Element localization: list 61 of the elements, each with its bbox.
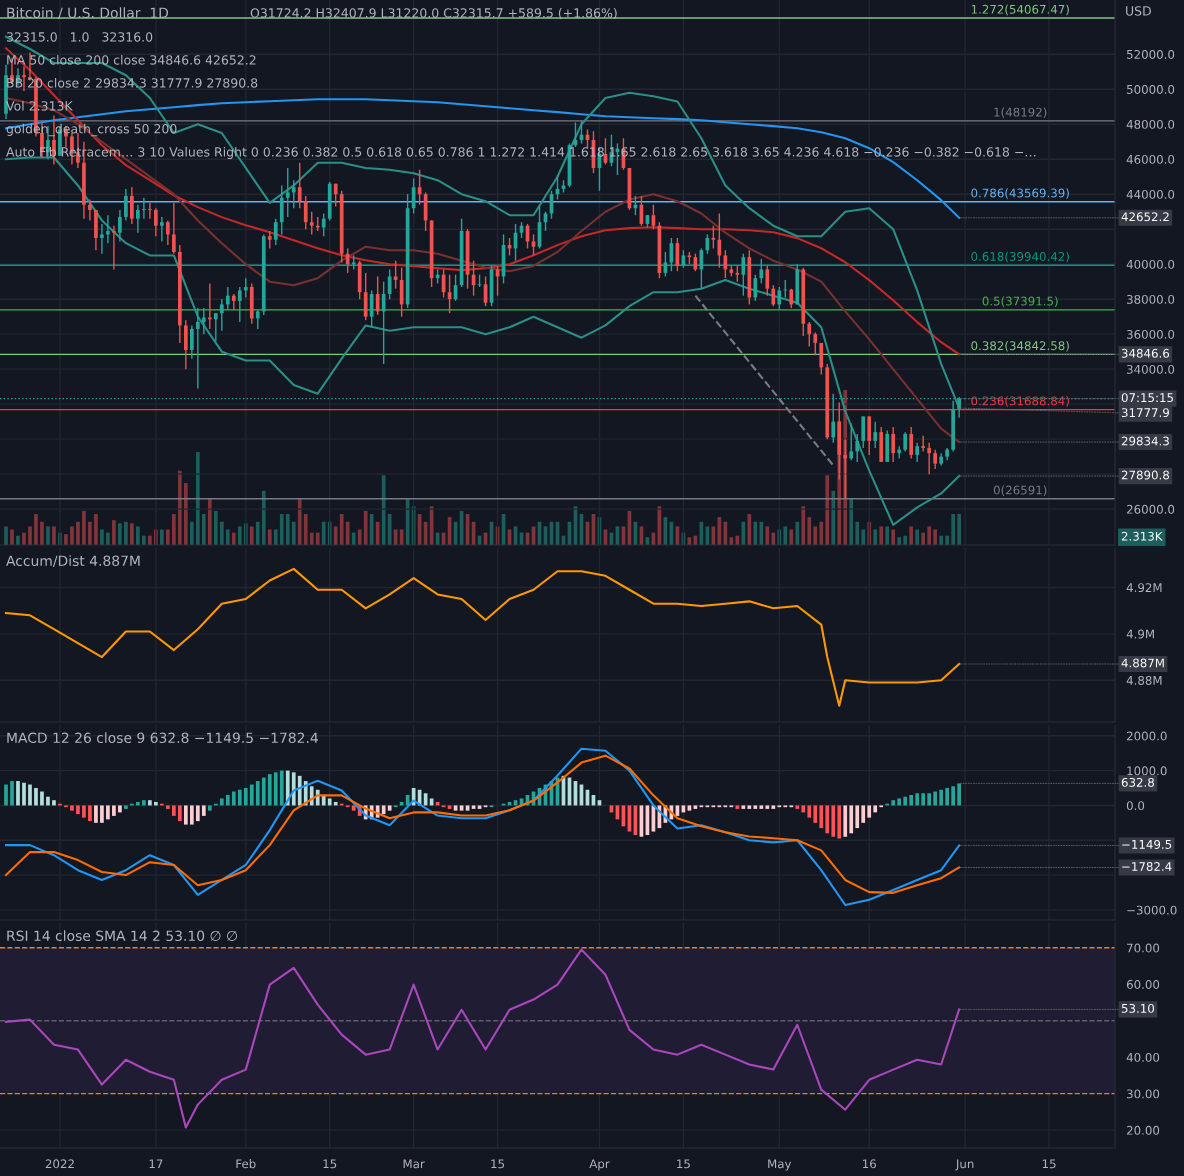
annotation: 53.10 xyxy=(1121,1003,1155,1013)
ref-line-label: 0.618(39940.42) xyxy=(971,251,1069,263)
x-tick-label: 16 xyxy=(863,1159,876,1169)
y-tick-label: 34000.0 xyxy=(1127,364,1175,374)
annotation: 34846.6 xyxy=(1121,348,1170,358)
y-tick-label: 4.92M xyxy=(1126,583,1162,593)
annotation: 29834.3 xyxy=(1121,436,1169,446)
annotation: 42652.2 xyxy=(1121,212,1169,222)
y-tick-label: −3000.0 xyxy=(1127,905,1177,915)
chart-title: Accum/Dist 4.887M xyxy=(6,555,140,568)
y-tick-label: 46000.0 xyxy=(1126,154,1175,164)
annotation: 07:15:15 xyxy=(1121,393,1173,403)
ref-line-label: 0.786(43569.39) xyxy=(971,188,1069,199)
y-tick-label: 48000.0 xyxy=(1126,119,1175,129)
x-tick-label: 17 xyxy=(149,1159,163,1169)
y-tick-label: 30.00 xyxy=(1127,1089,1160,1099)
y-tick-label: 0.0 xyxy=(1126,801,1145,811)
text: O31724.2 H32407.9 L31220.0 C32315.7 +589.5 (+1.86%) xyxy=(250,7,617,20)
annotation: 4.887M xyxy=(1121,658,1164,668)
y-tick-label: 26000.0 xyxy=(1126,504,1175,514)
ref-line-label: 0.382(34842.58) xyxy=(971,341,1069,352)
x-tick-label: 15 xyxy=(677,1159,690,1169)
y-tick-label: 20.00 xyxy=(1126,1125,1160,1135)
ref-line-label: 0.236(31688.84) xyxy=(971,396,1069,407)
y-tick-label: 60.00 xyxy=(1126,979,1160,989)
y-tick-label: 50000.0 xyxy=(1127,84,1175,94)
y-tick-label: 44000.0 xyxy=(1126,189,1175,199)
x-tick-label: Apr xyxy=(589,1159,610,1171)
y-tick-label: 2000.0 xyxy=(1126,731,1167,741)
chart-title: MACD 12 26 close 9 632.8 −1149.5 −1782.4 xyxy=(7,732,318,744)
x-tick-label: 15 xyxy=(323,1159,337,1169)
ref-line-label: 1(48192) xyxy=(994,107,1047,118)
x-tick-label: 15 xyxy=(491,1159,505,1169)
annotation: 27890.8 xyxy=(1121,470,1170,480)
chart-title: RSI 14 close SMA 14 2 53.10 ∅ ∅ xyxy=(7,930,238,942)
annotation: 31777.9 xyxy=(1121,408,1169,418)
text: 2.313K xyxy=(1121,531,1163,541)
chart-title: Bitcoin / U.S. Dollar 1D xyxy=(7,7,169,20)
annotation: 632.8 xyxy=(1121,777,1154,787)
y-tick-label: 40.00 xyxy=(1126,1052,1160,1062)
x-tick-label: May xyxy=(768,1159,792,1171)
y-tick-label: 70.00 xyxy=(1127,943,1160,953)
y-axis-title: USD xyxy=(1126,6,1151,16)
annotation: −1149.5 xyxy=(1122,839,1172,849)
y-tick-label: 40000.0 xyxy=(1126,259,1175,269)
ref-line-label: 0(26591) xyxy=(993,485,1047,496)
y-tick-label: 1000.0 xyxy=(1127,766,1167,776)
ref-line-label: 0.5(37391.5) xyxy=(982,296,1058,307)
y-tick-label: 4.88M xyxy=(1126,675,1162,685)
ref-line-label: 1.272(54067.47) xyxy=(971,4,1069,16)
x-tick-label: 2022 xyxy=(45,1159,74,1169)
x-tick-label: 15 xyxy=(1042,1159,1056,1169)
y-tick-label: 38000.0 xyxy=(1127,294,1175,304)
x-tick-label: Feb xyxy=(236,1159,256,1169)
annotation: 32315.0 1.0 32316.0 xyxy=(6,32,153,42)
y-tick-label: 36000.0 xyxy=(1127,329,1175,339)
x-tick-label: Jun xyxy=(955,1159,974,1171)
y-tick-label: 52000.0 xyxy=(1127,49,1175,59)
annotation: −1782.4 xyxy=(1122,862,1172,871)
x-tick-label: Mar xyxy=(403,1159,425,1169)
y-tick-label: 4.9M xyxy=(1126,629,1154,639)
